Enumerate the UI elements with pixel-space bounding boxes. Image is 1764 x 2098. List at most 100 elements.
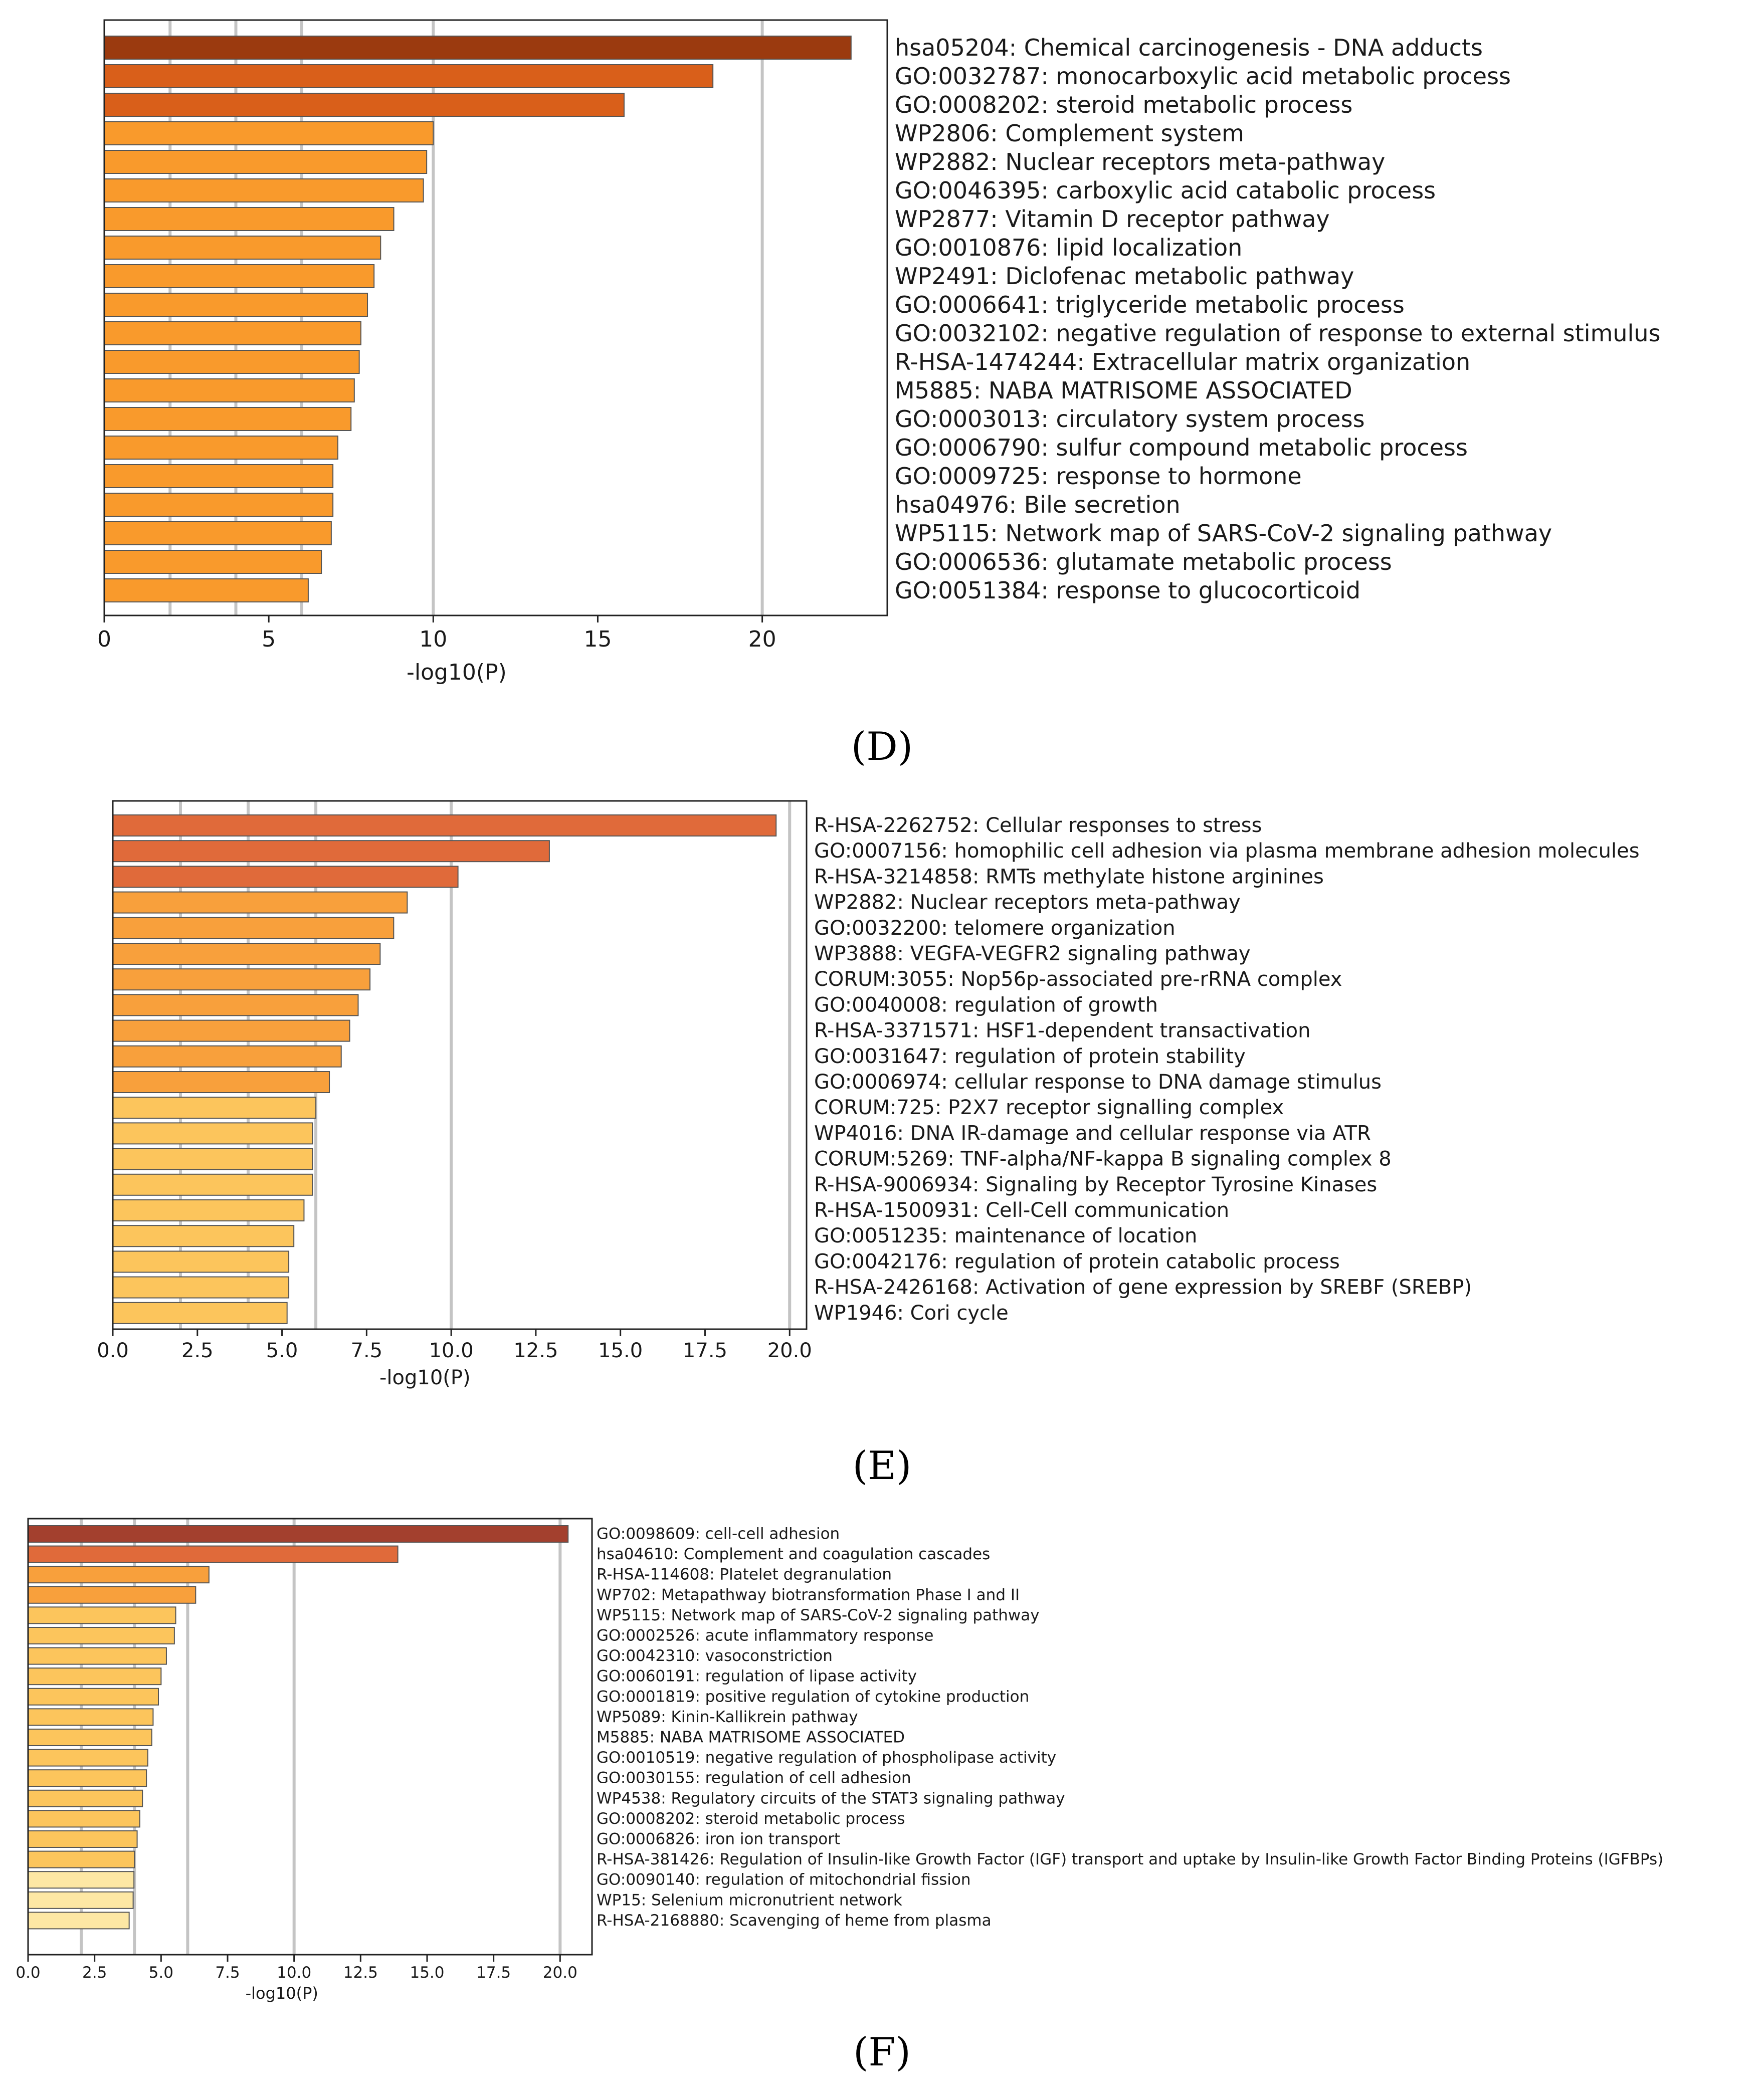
term-label: GO:0042310: vasoconstriction xyxy=(597,1647,833,1665)
term-label: WP4538: Regulatory circuits of the STAT3… xyxy=(597,1789,1065,1807)
bar xyxy=(28,1769,147,1787)
bar xyxy=(104,493,334,517)
bar xyxy=(104,93,625,117)
term-label: GO:0098609: cell-cell adhesion xyxy=(597,1525,840,1543)
bar xyxy=(104,121,434,145)
bar xyxy=(112,1250,290,1273)
x-tick-label: 20 xyxy=(748,626,776,652)
term-label: hsa05204: Chemical carcinogenesis - DNA … xyxy=(895,34,1483,61)
x-tick-label: 7.5 xyxy=(215,1964,240,1982)
x-tick-label: 10 xyxy=(419,626,447,652)
term-label: CORUM:5269: TNF-alpha/NF-kappa B signali… xyxy=(814,1148,1392,1171)
bar xyxy=(28,1749,148,1767)
term-label: WP5115: Network map of SARS-CoV-2 signal… xyxy=(895,520,1552,547)
x-tick-label: 15 xyxy=(583,626,612,652)
plot-frame xyxy=(27,1518,593,1956)
term-label: GO:0010519: negative regulation of phosp… xyxy=(597,1749,1056,1767)
bar xyxy=(104,378,355,402)
term-label: WP1946: Cori cycle xyxy=(814,1302,1009,1325)
term-label: GO:0032787: monocarboxylic acid metaboli… xyxy=(895,63,1511,90)
bar xyxy=(112,1302,288,1324)
term-label: WP3888: VEGFA-VEGFR2 signaling pathway xyxy=(814,942,1251,965)
term-label: R-HSA-114608: Platelet degranulation xyxy=(597,1566,892,1584)
bar xyxy=(28,1871,135,1889)
bar xyxy=(104,264,375,288)
bar xyxy=(104,207,395,231)
bar xyxy=(112,891,408,914)
term-label: WP5089: Kinin-Kallikrein pathway xyxy=(597,1708,858,1726)
x-tick-label: 10.0 xyxy=(277,1964,311,1982)
bar xyxy=(104,236,381,260)
term-label: WP5115: Network map of SARS-CoV-2 signal… xyxy=(597,1606,1040,1624)
term-label: GO:0040008: regulation of growth xyxy=(814,993,1158,1016)
bar xyxy=(112,1276,290,1299)
bar xyxy=(28,1688,159,1706)
bar xyxy=(104,350,360,374)
term-label: GO:0010876: lipid localization xyxy=(895,234,1242,261)
chart-panel-e: R-HSA-2262752: Cellular responses to str… xyxy=(97,800,1640,1389)
term-label: R-HSA-3371571: HSF1-dependent transactiv… xyxy=(814,1019,1310,1042)
term-label: WP15: Selenium micronutrient network xyxy=(597,1891,902,1909)
bar xyxy=(104,436,338,460)
bar xyxy=(112,1019,350,1042)
x-tick-label: 0.0 xyxy=(16,1964,40,1982)
x-tick-label: 17.5 xyxy=(683,1339,727,1362)
term-label: GO:0003013: circulatory system process xyxy=(895,405,1365,433)
term-label: hsa04610: Complement and coagulation cas… xyxy=(597,1545,990,1563)
plot-frame xyxy=(103,19,888,616)
x-tick-label: 17.5 xyxy=(476,1964,511,1982)
bar xyxy=(104,150,428,174)
term-label: GO:0051384: response to glucocorticoid xyxy=(895,577,1360,604)
term-label: R-HSA-2262752: Cellular responses to str… xyxy=(814,814,1262,837)
term-label: M5885: NABA MATRISOME ASSOCIATED xyxy=(895,377,1352,404)
term-label: GO:0032102: negative regulation of respo… xyxy=(895,320,1660,347)
bar xyxy=(28,1729,152,1746)
caption-f: (F) xyxy=(853,2030,911,2075)
bar xyxy=(112,968,371,991)
term-label: GO:0090140: regulation of mitochondrial … xyxy=(597,1871,971,1889)
term-label: GO:0030155: regulation of cell adhesion xyxy=(597,1769,911,1787)
x-axis-label: -log10(P) xyxy=(246,1984,318,2003)
bar xyxy=(28,1789,143,1807)
x-tick-label: 2.5 xyxy=(181,1339,214,1362)
term-label: GO:0008202: steroid metabolic process xyxy=(597,1810,905,1828)
bar xyxy=(112,840,550,863)
x-axis-label: -log10(P) xyxy=(379,1366,471,1389)
bar xyxy=(104,36,852,60)
bar xyxy=(104,407,352,431)
term-label: GO:0006974: cellular response to DNA dam… xyxy=(814,1071,1382,1094)
bar xyxy=(104,521,332,545)
term-label: M5885: NABA MATRISOME ASSOCIATED xyxy=(597,1729,905,1747)
bar xyxy=(112,1071,330,1093)
x-tick-label: 7.5 xyxy=(351,1339,383,1362)
term-label: R-HSA-1500931: Cell-Cell communication xyxy=(814,1199,1229,1222)
term-label: R-HSA-381426: Regulation of Insulin-like… xyxy=(597,1850,1663,1868)
bar xyxy=(112,814,777,836)
term-label: WP2491: Diclofenac metabolic pathway xyxy=(895,263,1354,290)
bar xyxy=(104,64,714,88)
chart-panel-f: GO:0098609: cell-cell adhesion hsa04610: … xyxy=(16,1518,1663,2003)
x-tick-label: 12.5 xyxy=(343,1964,378,1982)
term-label: GO:0007156: homophilic cell adhesion via… xyxy=(814,840,1640,863)
caption-d: (D) xyxy=(851,724,913,769)
term-label: R-HSA-1474244: Extracellular matrix orga… xyxy=(895,348,1470,375)
caption-e: (E) xyxy=(852,1443,912,1489)
term-label: CORUM:3055: Nop56p-associated pre-rRNA c… xyxy=(814,968,1342,991)
x-tick-label: 5 xyxy=(262,626,276,652)
term-label: GO:0031647: regulation of protein stabil… xyxy=(814,1045,1246,1068)
bar xyxy=(28,1708,154,1726)
term-label: WP2806: Complement system xyxy=(895,120,1244,147)
x-tick-label: 15.0 xyxy=(410,1964,444,1982)
term-label: GO:0008202: steroid metabolic process xyxy=(895,91,1352,118)
bar xyxy=(28,1566,210,1584)
bar xyxy=(28,1912,130,1930)
term-label: R-HSA-2426168: Activation of gene expres… xyxy=(814,1276,1472,1299)
bar xyxy=(104,550,322,574)
x-tick-label: 12.5 xyxy=(513,1339,558,1362)
term-label: WP2877: Vitamin D receptor pathway xyxy=(895,205,1330,233)
term-label: WP702: Metapathway biotransformation Pha… xyxy=(597,1586,1020,1604)
bar xyxy=(112,917,395,939)
bar xyxy=(104,464,334,488)
term-label: GO:0046395: carboxylic acid catabolic pr… xyxy=(895,177,1436,204)
bar xyxy=(112,1148,313,1170)
